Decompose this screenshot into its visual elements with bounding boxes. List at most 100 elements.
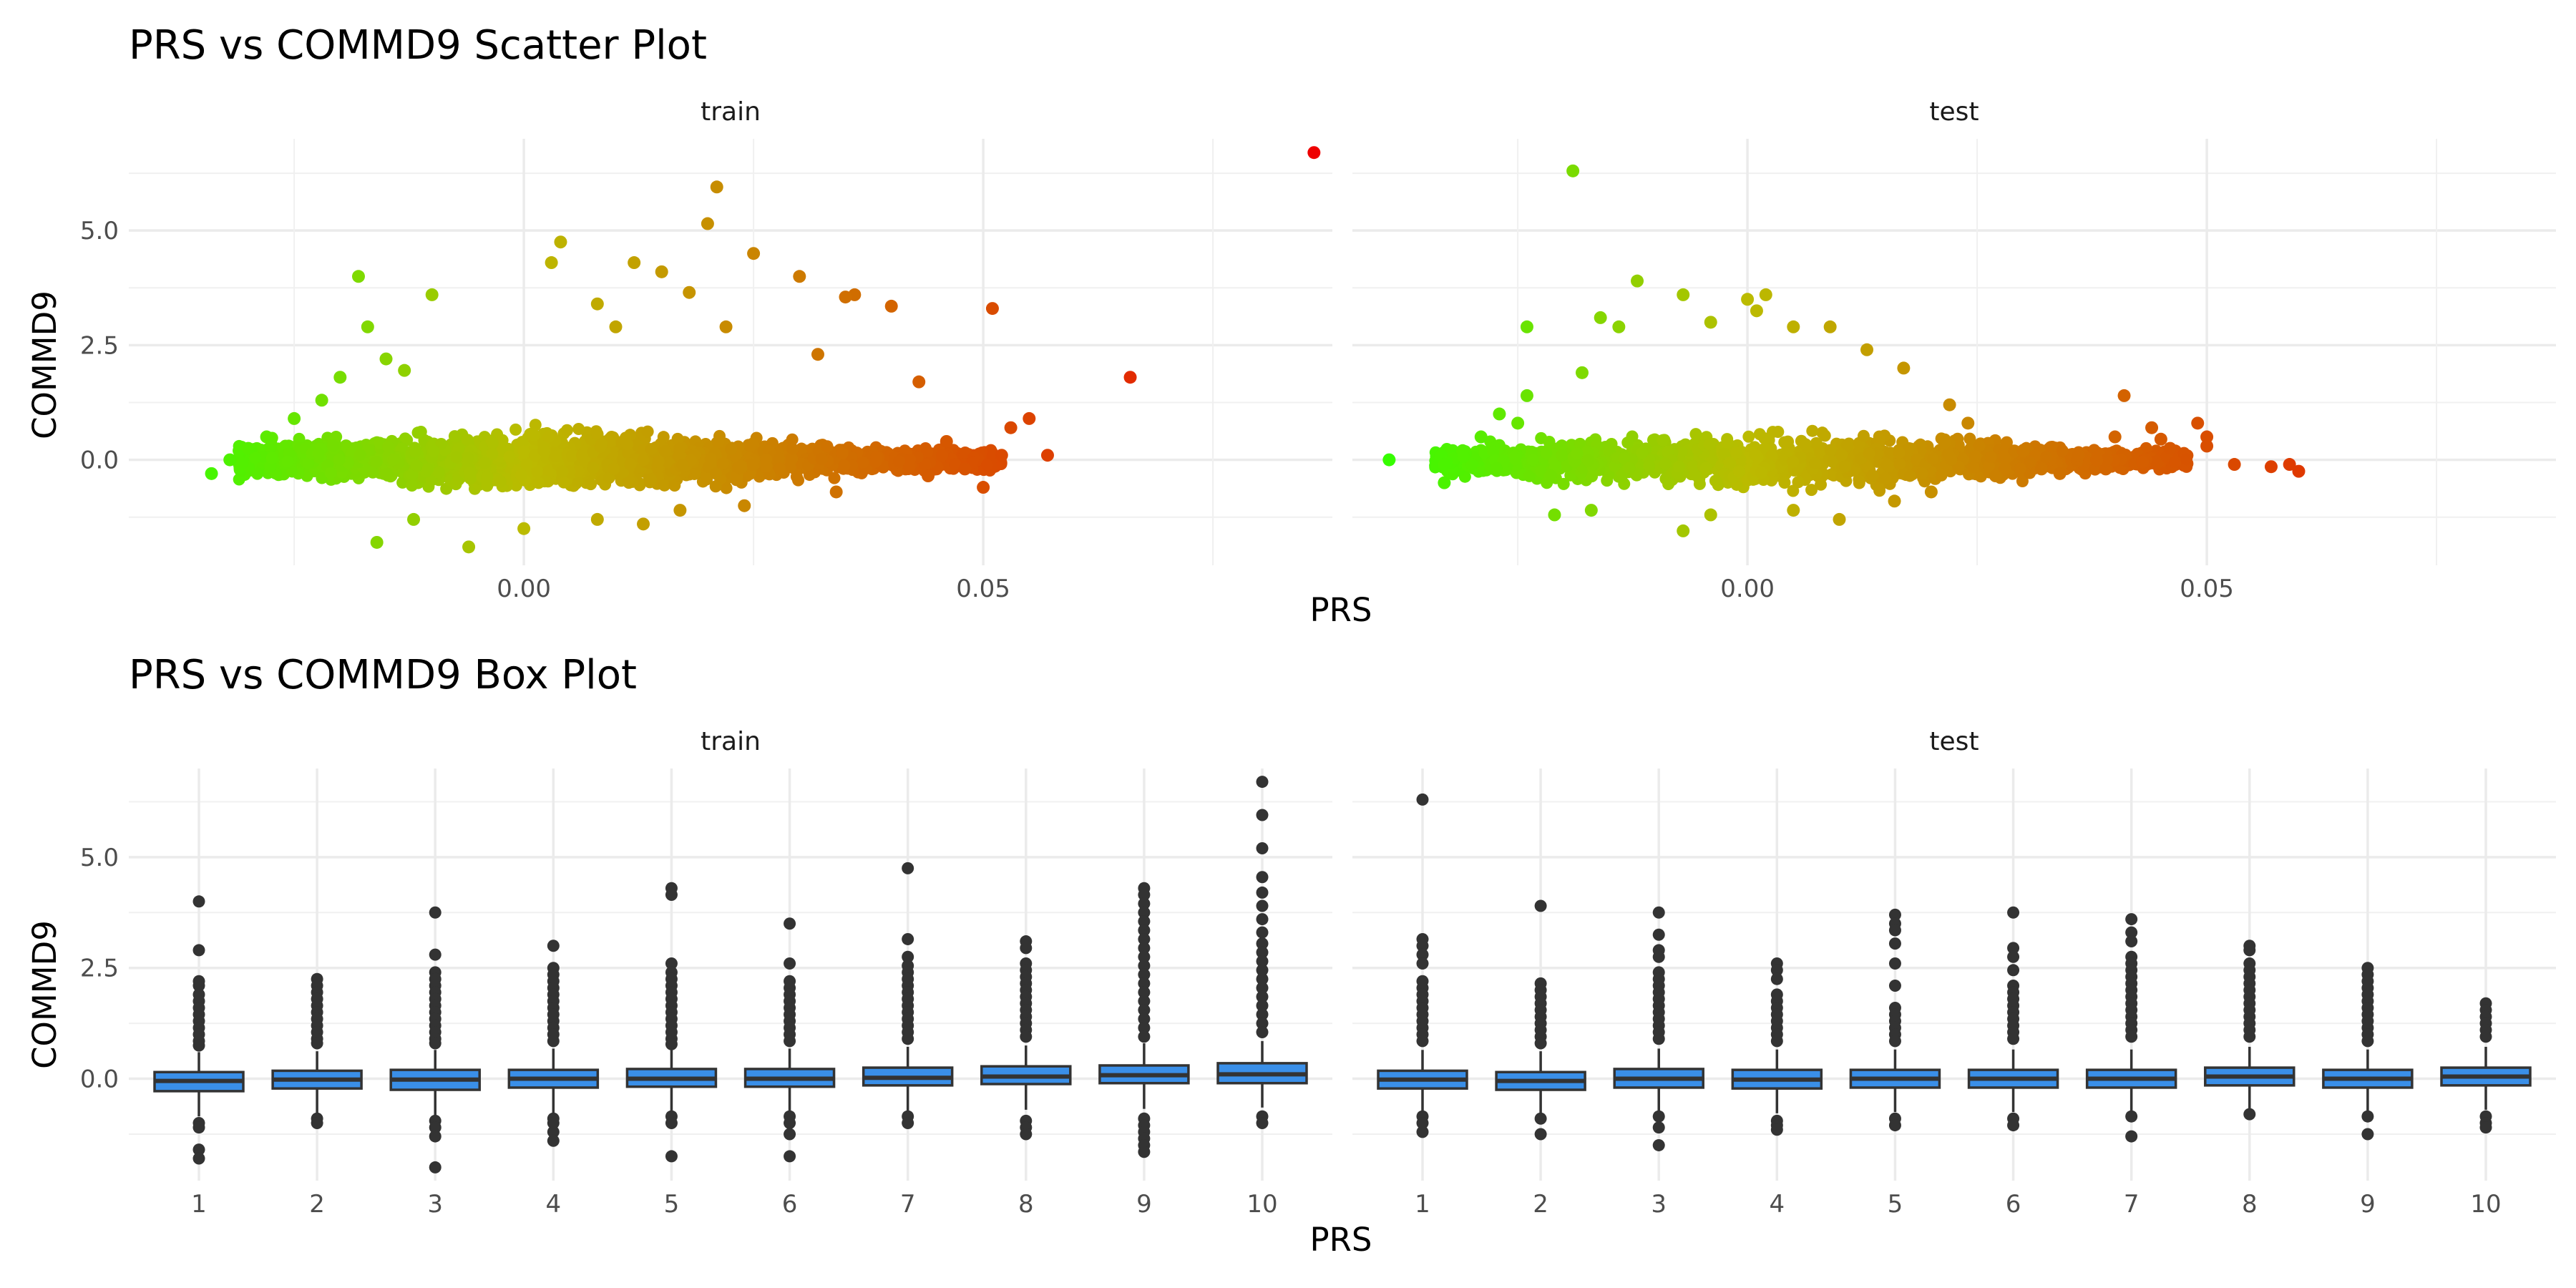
box-train-strip-label: train: [701, 727, 761, 756]
scatter-point: [760, 460, 773, 473]
scatter-point: [658, 479, 671, 492]
box-outlier: [665, 1038, 678, 1050]
scatter-point: [1840, 439, 1853, 452]
box-x-tick-label: 4: [1770, 1190, 1785, 1219]
scatter-point: [1749, 449, 1762, 462]
box-outlier: [2007, 942, 2020, 955]
box-outlier: [1256, 1026, 1269, 1039]
scatter-point: [1566, 164, 1580, 177]
box-test-3: [1613, 906, 1704, 1151]
box-outlier: [1770, 1123, 1783, 1136]
box-train-panel-bg: [129, 769, 1332, 1181]
scatter-point: [432, 466, 445, 479]
box-outlier: [784, 1116, 796, 1129]
scatter-point: [921, 446, 934, 459]
scatter-point: [315, 394, 328, 407]
scatter-point: [821, 440, 834, 453]
scatter-point: [701, 473, 713, 486]
box-outlier: [1652, 1110, 1665, 1123]
scatter-point: [720, 482, 733, 494]
box-x-tick-label: 4: [546, 1190, 562, 1219]
box-outlier: [192, 1143, 205, 1156]
box-outlier: [1652, 1138, 1665, 1151]
scatter-point: [381, 467, 394, 480]
scatter-point: [1888, 494, 1901, 508]
box-outlier: [902, 862, 914, 874]
scatter-point: [730, 474, 743, 487]
box-outlier: [2125, 1110, 2138, 1123]
scatter-point: [746, 459, 759, 472]
scatter-point: [1618, 452, 1631, 465]
scatter-title: PRS vs COMMD9 Scatter Plot: [129, 22, 707, 69]
scatter-point: [249, 452, 262, 464]
scatter-point: [1721, 436, 1734, 449]
scatter-point: [1792, 476, 1805, 489]
scatter-point: [1967, 461, 1980, 474]
box-outlier: [429, 948, 441, 961]
box-x-tick-label: 2: [1533, 1190, 1548, 1219]
scatter-point: [1673, 460, 1686, 473]
scatter-point: [624, 458, 637, 471]
box-train-5: [625, 882, 718, 1163]
scatter-point: [716, 457, 729, 470]
scatter-point: [662, 456, 675, 469]
scatter-point: [1523, 469, 1536, 482]
box-outlier: [1770, 964, 1783, 977]
scatter-point: [1945, 453, 1958, 466]
scatter-point: [1526, 454, 1539, 467]
scatter-point: [958, 462, 972, 476]
box-outlier: [1138, 906, 1151, 919]
scatter-point: [628, 256, 641, 270]
box-outlier: [547, 1126, 560, 1138]
scatter-point: [637, 454, 650, 467]
scatter-point: [744, 440, 757, 453]
scatter-point: [1772, 426, 1785, 439]
scatter-point: [1636, 447, 1649, 459]
scatter-point: [1924, 485, 1938, 499]
scatter-point: [461, 452, 474, 464]
scatter-point: [565, 449, 578, 462]
scatter-point: [1823, 320, 1837, 333]
scatter-point: [425, 288, 439, 301]
box-title: PRS vs COMMD9 Box Plot: [129, 652, 637, 698]
scatter-point: [2072, 449, 2085, 462]
box-y-label: COMMD9: [26, 920, 64, 1069]
scatter-point: [1699, 462, 1712, 474]
box-outlier: [1888, 908, 1901, 921]
scatter-point: [2292, 464, 2306, 478]
scatter-point: [406, 479, 419, 492]
scatter-point: [293, 432, 306, 445]
box-outlier: [1416, 940, 1429, 952]
scatter-point: [351, 270, 365, 283]
scatter-point: [912, 375, 926, 389]
box-outlier: [1416, 948, 1429, 961]
scatter-point: [421, 463, 434, 476]
box-outlier: [547, 1035, 560, 1048]
box-outlier: [1256, 913, 1269, 926]
box-outlier: [1416, 957, 1429, 970]
scatter-point: [572, 465, 585, 478]
scatter-point: [1582, 454, 1595, 467]
box-outlier: [1138, 915, 1151, 928]
scatter-point: [790, 470, 803, 483]
box-outlier: [429, 1037, 441, 1050]
scatter-point: [1741, 293, 1755, 306]
scatter-point: [557, 476, 570, 489]
scatter-train-panel-bg: [129, 139, 1332, 565]
box-outlier: [2125, 926, 2138, 939]
box-outlier: [1256, 871, 1269, 884]
box-outlier: [1256, 1008, 1269, 1021]
box-x-tick-label: 7: [900, 1190, 916, 1219]
scatter-point: [1857, 429, 1870, 442]
box-outlier: [1256, 972, 1269, 985]
scatter-point: [1839, 460, 1852, 473]
box-x-tick-label: 5: [664, 1190, 680, 1219]
box-outlier: [2007, 1033, 2020, 1045]
box-outlier: [902, 1033, 914, 1045]
scatter-point: [302, 457, 315, 469]
scatter-point: [1984, 451, 1997, 464]
scatter-point: [590, 297, 604, 311]
box-outlier: [1888, 1119, 1901, 1132]
scatter-point: [1543, 435, 1556, 448]
